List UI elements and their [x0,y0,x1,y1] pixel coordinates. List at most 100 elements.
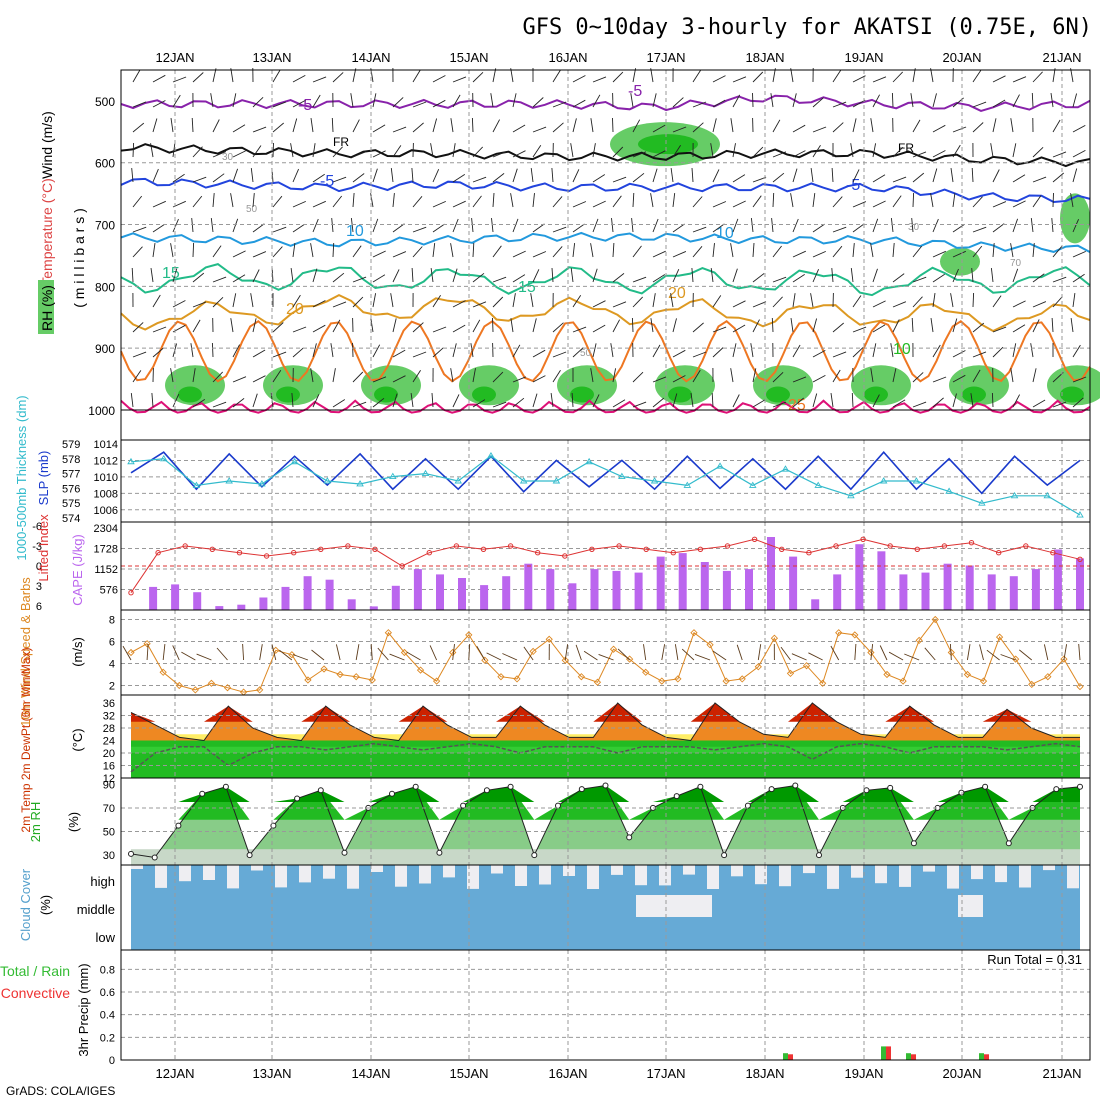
wind-barb [831,167,834,183]
wind-barb [272,195,283,208]
contour-label: 10 [893,341,911,358]
wind-barb [492,371,504,383]
wind-barb [850,268,854,283]
wind10m-barb [966,644,971,661]
wind-barb [832,226,847,233]
wind-barb [712,118,717,133]
wind-barb [932,168,938,183]
cape-bar [1031,569,1040,610]
wind-barb [452,394,460,408]
rh2m-marker [910,840,917,847]
wind10m-label: 10m Wind Speed & Barbs [18,577,33,727]
contour-label: 70 [1010,258,1022,269]
wind-barb [512,93,517,108]
wind10m-barb [674,644,679,661]
wind-barb [372,124,386,133]
wind-barb [192,319,201,333]
wind10m-marker [1044,673,1052,681]
date-label-bottom: 13JAN [252,1066,291,1081]
wind10m-tick: 8 [109,615,115,627]
wind-barb [852,223,865,233]
wind-barb [312,343,317,358]
slp-tick: 1012 [94,455,118,467]
wind-barb [852,201,867,208]
wind-barb [352,401,367,408]
wind-barb [232,93,237,108]
rh2m-marker [602,782,609,789]
wind-barb [470,343,474,358]
wind-barb [812,350,826,358]
wind-barb [772,401,787,408]
rh2m-area [131,785,1080,865]
cloud-cover-panel: high middle low [77,864,1091,951]
wind10m-marker [465,631,473,639]
wind10m-marker [481,656,489,664]
rh-moist-core [638,134,698,155]
wind-barb [590,368,594,383]
wind-barb [392,126,407,133]
thickness-marker [618,472,626,480]
wind10m-marker [738,675,746,683]
wind-barb [132,195,143,208]
wind-barb [492,173,505,183]
wind-barb [292,243,296,258]
wind-barb [312,324,326,333]
wind-barb [792,274,805,283]
thickness-line [130,455,1081,516]
rh-moist-core [472,386,496,403]
thickness-tick: 578 [62,454,80,466]
wind-barb [892,242,895,258]
wind-barb [1072,293,1076,308]
wind-barb [952,350,966,358]
cloud-gap-high [515,865,527,886]
wind-barb [612,301,627,308]
wind-barb [212,68,217,83]
cloud-gap-high [875,865,887,884]
wind10m-marker [336,670,344,679]
wind10m-tick: 2 [109,681,115,693]
cloud-gap-high [611,865,623,875]
wind-barb [1050,93,1054,108]
wind-barb [150,268,154,283]
rh2m-marker [887,784,894,791]
cloud-gap-high [755,865,767,885]
wind-barb [972,101,987,108]
wind-barb [792,397,804,408]
wind-barb [812,250,826,258]
lifted-index-marker [589,546,595,552]
contour-label: -5 [298,97,312,114]
wind10m-barb [854,643,857,661]
wind-barb [472,71,484,83]
thickness-marker [290,457,299,465]
wind-barb [672,126,687,133]
wind-barb [752,242,755,258]
thickness-marker [781,465,790,472]
lifted-index-marker [860,536,866,542]
thickness-marker [454,477,463,484]
wind-barb [690,393,694,408]
wind-barb [992,346,1004,358]
wind-barb [212,371,224,383]
wind-barb [812,269,820,283]
cape-bar [193,592,202,610]
lifted-index-label: Lifted Index [36,514,51,582]
thickness-marker [159,454,168,462]
wind-barb [552,122,564,133]
precip-conv-bar [911,1054,916,1060]
wind-barb [491,218,494,233]
precip-total-bar [783,1053,788,1060]
wind-barb [792,93,797,108]
rh2m-marker [151,854,158,861]
wind-barb [692,101,707,108]
wind10m-barb [617,648,630,661]
wind10m-marker [191,686,199,694]
wind-barb [732,174,746,183]
rh-moist-cell [1060,193,1090,244]
wind-barb [892,319,900,333]
contour-label: 10 [716,225,734,242]
wind-barb [552,101,567,108]
cape-tick: 1152 [94,564,118,576]
wind-barb [471,117,474,133]
precip-tick: 0.2 [100,1032,115,1044]
